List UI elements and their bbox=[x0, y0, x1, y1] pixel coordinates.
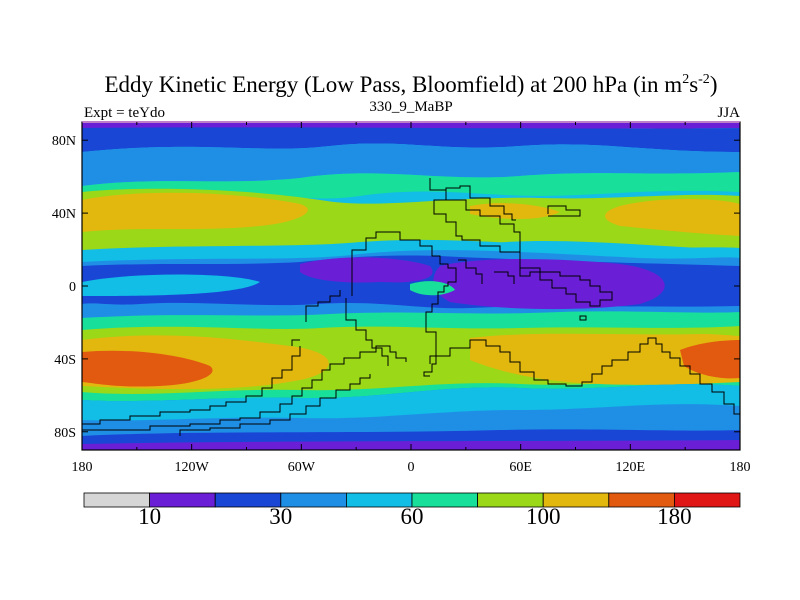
lon-tick-label: 180 bbox=[72, 460, 93, 475]
season-label: JJA bbox=[717, 105, 740, 121]
australia-outline bbox=[547, 205, 581, 217]
lon-tick-label: 120E bbox=[616, 460, 646, 475]
antarctic-rim-a bbox=[82, 346, 301, 425]
field-indian-violet bbox=[433, 259, 665, 310]
lon-tick-label: 180 bbox=[730, 460, 751, 475]
colorbar-label: 30 bbox=[269, 504, 292, 529]
eurasia-outline bbox=[429, 178, 613, 307]
lat-tick-label: 80N bbox=[52, 134, 76, 149]
title-sup1: 2 bbox=[682, 72, 689, 87]
colorbar-label: 60 bbox=[401, 504, 424, 529]
colorbar-swatch bbox=[674, 492, 741, 508]
title-main: Eddy Kinetic Energy (Low Pass, Bloomfiel… bbox=[105, 72, 683, 97]
colorbar-label: 100 bbox=[526, 504, 561, 529]
lon-tick-label: 0 bbox=[408, 460, 415, 475]
south-america-outline bbox=[305, 290, 341, 322]
field-north-green bbox=[82, 172, 740, 199]
africa-outline bbox=[458, 259, 483, 284]
field-south-pacific-orange bbox=[82, 350, 213, 387]
field-southern-cyan bbox=[82, 384, 740, 421]
field-atlantic-north-gold bbox=[82, 192, 308, 232]
lon-tick-label: 60W bbox=[288, 460, 316, 475]
lon-tick-label: 60E bbox=[509, 460, 532, 475]
field-atlantic-violet bbox=[300, 257, 433, 283]
field-pacific-north-gold bbox=[605, 199, 740, 236]
central-america-outline bbox=[345, 298, 389, 366]
north-america-outline bbox=[351, 231, 457, 377]
lat-tick-label: 40S bbox=[54, 353, 76, 368]
antarctic-rim-d bbox=[429, 337, 740, 415]
center-label: 330_9_MaBP bbox=[369, 99, 452, 115]
title-mid: s bbox=[689, 72, 698, 97]
island-outline bbox=[579, 315, 587, 321]
lat-tick-label: 40N bbox=[52, 207, 76, 222]
lat-tick-label: 0 bbox=[69, 280, 76, 295]
antarctic-rim-e bbox=[291, 339, 300, 346]
field-high-north bbox=[82, 143, 740, 186]
title-close: ) bbox=[710, 72, 718, 97]
field-top-blue bbox=[82, 127, 740, 152]
map-title: Eddy Kinetic Energy (Low Pass, Bloomfiel… bbox=[105, 72, 718, 97]
colorbar-label: 180 bbox=[657, 504, 692, 529]
continent-outlines bbox=[82, 178, 740, 436]
lon-tick-label: 120W bbox=[175, 460, 210, 475]
title-sup2: -2 bbox=[698, 72, 710, 87]
experiment-label: Expt = teYdo bbox=[84, 105, 165, 121]
south-asia-outline bbox=[494, 271, 515, 284]
axis-ticks: 180 120W 60W 0 60E 120E 180 80N 40N 0 40S 80S bbox=[52, 122, 751, 475]
field-asia-north-gold bbox=[470, 203, 560, 219]
colorbar-label: 10 bbox=[138, 504, 161, 529]
antarctic-rim-c bbox=[179, 374, 371, 436]
colorbar: 10 30 60 100 180 bbox=[83, 492, 741, 529]
contour-field bbox=[82, 122, 740, 450]
field-pacific-cyan-patch bbox=[82, 274, 260, 296]
antarctic-rim-b bbox=[82, 345, 407, 431]
field-south-pacific-east-orange bbox=[680, 340, 740, 379]
field-indian-south-gold bbox=[470, 333, 740, 385]
lat-tick-label: 80S bbox=[54, 426, 76, 441]
